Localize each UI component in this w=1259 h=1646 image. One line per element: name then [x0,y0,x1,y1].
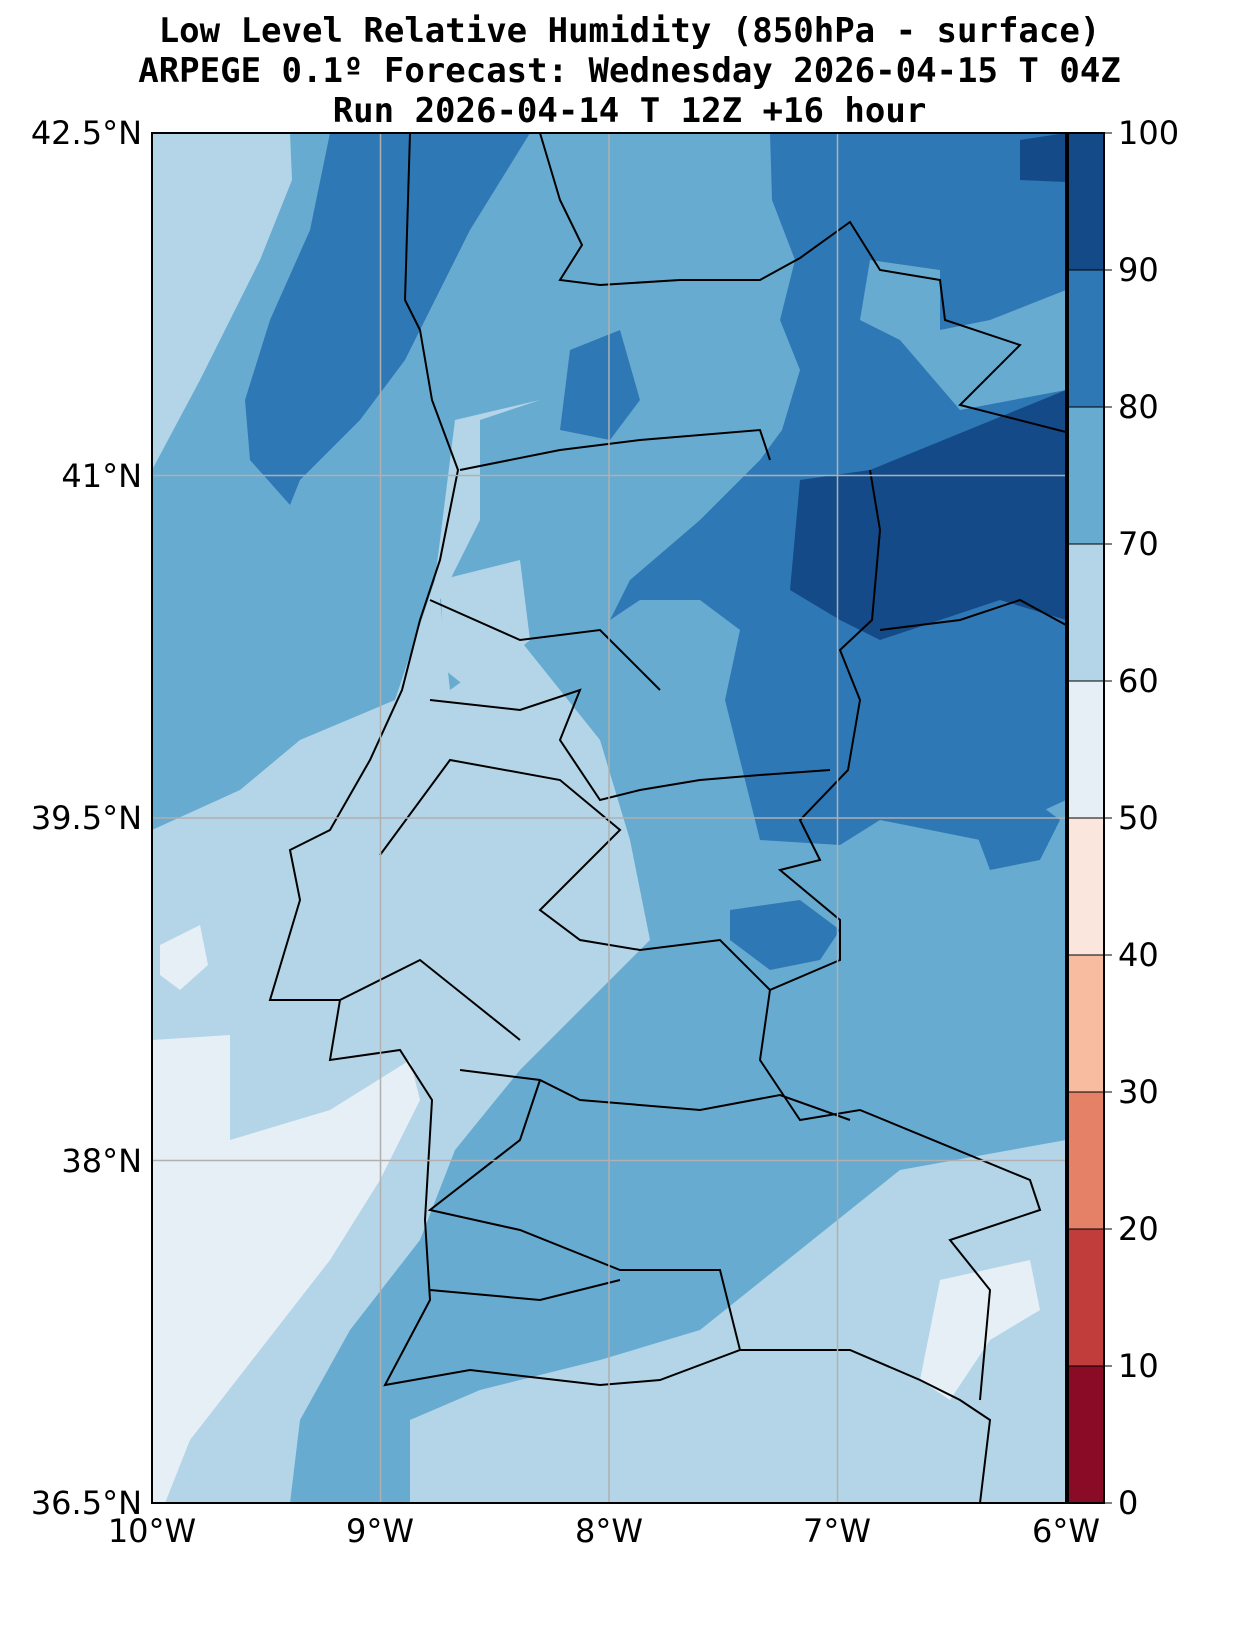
x-tick-label: 7°W [803,1512,871,1550]
colorbar [1067,132,1112,1504]
colorbar-tick-label: 100 [1118,114,1180,152]
colorbar-band [1068,818,1104,955]
y-tick-label: 42.5°N [30,114,142,152]
x-tick-label: 8°W [575,1512,643,1550]
band-90-100 [1020,133,1066,182]
y-tick-label: 41°N [61,457,142,495]
colorbar-tick-label: 10 [1118,1347,1159,1385]
colorbar-band [1068,407,1104,544]
colorbar-band [1068,270,1104,407]
coastline-borders [268,133,1066,1503]
colorbar-tick-label: 30 [1118,1073,1159,1111]
colorbar-tick-label: 50 [1118,799,1159,837]
colorbar-tick-label: 0 [1118,1484,1139,1522]
title-line-3: Run 2026-04-14 T 12Z +16 hour [332,91,927,131]
y-tick-label: 36.5°N [30,1484,142,1522]
colorbar-band [1068,133,1104,270]
x-tick-label: 6°W [1032,1512,1100,1550]
colorbar-tick-label: 80 [1118,388,1159,426]
band-80-90 [730,900,840,970]
plot-frame [151,132,1067,1504]
band-90-100 [790,390,1066,640]
colorbar-band [1068,1229,1104,1366]
colorbar-band [1068,955,1104,1092]
band-70-80 [152,133,540,830]
colorbar-band [1068,1366,1104,1503]
colorbar-tick-label: 70 [1118,525,1159,563]
colorbar-tick-label: 20 [1118,1210,1159,1248]
colorbar-band [1068,681,1104,818]
x-tick-label: 9°W [346,1512,414,1550]
band-50-60 [920,1260,1040,1400]
colorbar-band [1068,544,1104,681]
title-line-1: Low Level Relative Humidity (850hPa - su… [158,11,1101,51]
band-50-60 [160,925,208,990]
colorbar-tick-label: 40 [1118,936,1159,974]
colorbar-band [1068,1092,1104,1229]
colorbar-tick-label: 60 [1118,662,1159,700]
y-tick-label: 39.5°N [30,799,142,837]
band-80-90 [970,790,1060,870]
gridlines [152,133,1066,1503]
x-tick-label: 10°W [107,1512,197,1550]
band-80-90 [560,330,640,440]
colorbar-tick-label: 90 [1118,251,1159,289]
y-tick-label: 38°N [61,1142,142,1180]
title-line-2: ARPEGE 0.1º Forecast: Wednesday 2026-04-… [138,51,1121,91]
band-80-90 [245,133,530,505]
band-50-60 [152,1035,420,1503]
band-70-80 [860,260,1066,410]
